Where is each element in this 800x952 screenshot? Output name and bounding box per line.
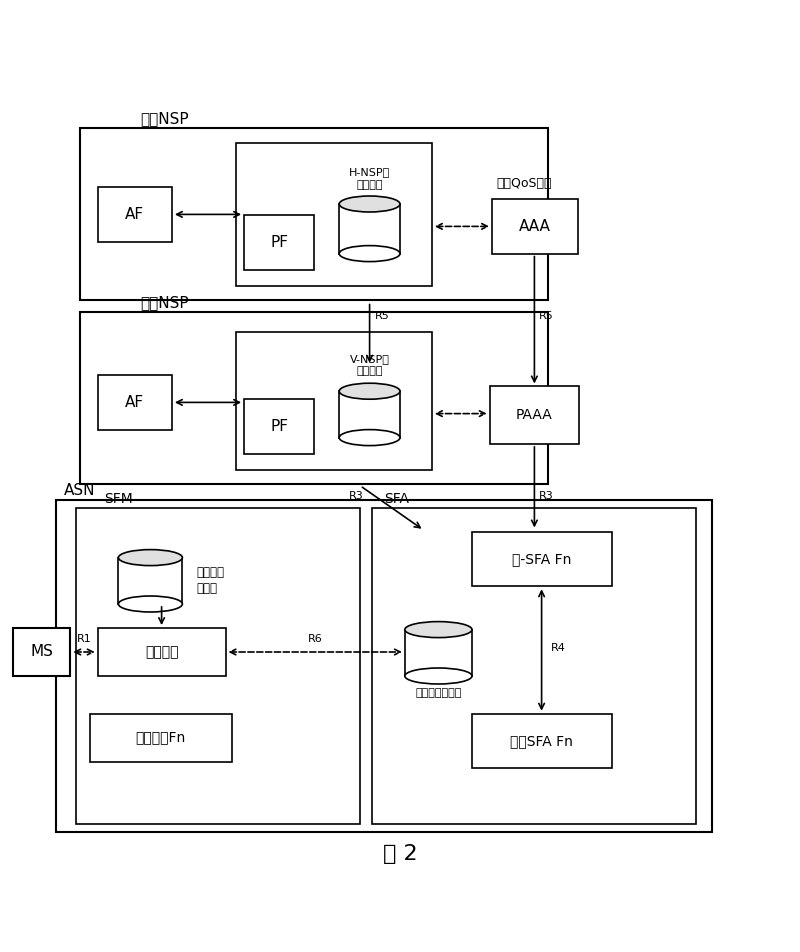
- Text: R5: R5: [374, 311, 389, 321]
- Text: 图 2: 图 2: [382, 844, 418, 864]
- Ellipse shape: [118, 549, 182, 565]
- Text: PF: PF: [270, 419, 288, 434]
- FancyBboxPatch shape: [13, 628, 70, 676]
- Text: PAAA: PAAA: [516, 408, 553, 422]
- FancyBboxPatch shape: [56, 500, 712, 832]
- Text: 接入控制: 接入控制: [145, 645, 178, 659]
- FancyBboxPatch shape: [472, 714, 612, 768]
- FancyBboxPatch shape: [492, 199, 578, 253]
- Text: R3: R3: [539, 491, 554, 501]
- Text: R1: R1: [77, 634, 91, 644]
- Text: 本地资源
信息库: 本地资源 信息库: [196, 565, 224, 594]
- Polygon shape: [118, 558, 182, 604]
- FancyBboxPatch shape: [472, 532, 612, 586]
- Polygon shape: [339, 391, 400, 438]
- Text: H-NSP策
略数据库: H-NSP策 略数据库: [349, 168, 390, 189]
- Text: 锚-SFA Fn: 锚-SFA Fn: [512, 552, 571, 566]
- FancyBboxPatch shape: [90, 714, 232, 762]
- FancyBboxPatch shape: [80, 312, 548, 484]
- Text: AF: AF: [125, 207, 144, 222]
- Ellipse shape: [339, 246, 400, 262]
- Text: AF: AF: [125, 395, 144, 410]
- FancyBboxPatch shape: [244, 215, 314, 269]
- Text: SFA: SFA: [384, 492, 409, 506]
- FancyBboxPatch shape: [236, 332, 432, 469]
- Ellipse shape: [118, 596, 182, 612]
- FancyBboxPatch shape: [372, 508, 696, 824]
- Polygon shape: [405, 629, 472, 676]
- Ellipse shape: [339, 384, 400, 399]
- Ellipse shape: [339, 196, 400, 212]
- FancyBboxPatch shape: [244, 399, 314, 453]
- Text: V-NSP策
略数据库: V-NSP策 略数据库: [350, 353, 390, 376]
- Polygon shape: [339, 204, 400, 253]
- Text: PF: PF: [270, 235, 288, 249]
- FancyBboxPatch shape: [98, 188, 172, 242]
- Text: R3: R3: [350, 491, 364, 501]
- Text: 归属NSP: 归属NSP: [140, 111, 189, 127]
- Text: R4: R4: [550, 643, 566, 653]
- FancyBboxPatch shape: [80, 128, 548, 300]
- FancyBboxPatch shape: [98, 375, 172, 429]
- Ellipse shape: [405, 622, 472, 638]
- FancyBboxPatch shape: [490, 387, 579, 444]
- Text: 数据通道Fn: 数据通道Fn: [136, 730, 186, 744]
- Ellipse shape: [405, 668, 472, 684]
- Text: ASN: ASN: [64, 484, 95, 499]
- FancyBboxPatch shape: [76, 508, 360, 824]
- Text: 本地策略数据库: 本地策略数据库: [415, 688, 462, 698]
- Text: 用户QoS配置: 用户QoS配置: [496, 177, 552, 189]
- Text: SFM: SFM: [104, 492, 133, 506]
- Text: AAA: AAA: [519, 219, 551, 234]
- Text: 拜访NSP: 拜访NSP: [140, 295, 189, 310]
- Text: 服务SFA Fn: 服务SFA Fn: [510, 734, 573, 748]
- Ellipse shape: [339, 429, 400, 446]
- Text: R5: R5: [539, 311, 554, 321]
- Text: R6: R6: [308, 634, 322, 644]
- FancyBboxPatch shape: [98, 628, 226, 676]
- FancyBboxPatch shape: [236, 143, 432, 286]
- Text: MS: MS: [30, 645, 53, 660]
